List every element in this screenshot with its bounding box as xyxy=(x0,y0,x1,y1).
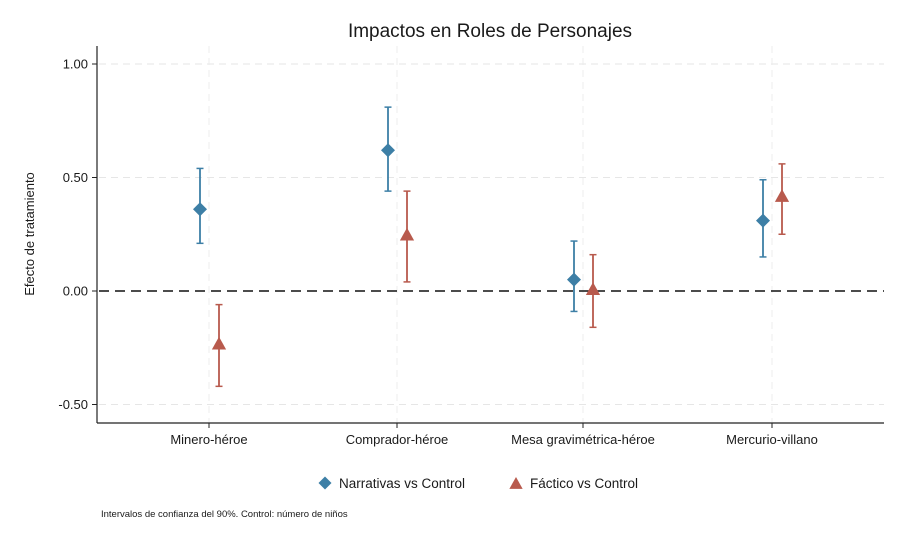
triangle-marker xyxy=(774,189,790,202)
data-marks xyxy=(193,106,790,388)
triangle-marker xyxy=(399,227,415,241)
chart-note: Intervalos de confianza del 90%. Control… xyxy=(101,509,348,520)
x-tick-label: Comprador-héroe xyxy=(346,432,449,447)
y-tick-label: 1.00 xyxy=(63,57,88,72)
series-narrativas xyxy=(193,106,770,313)
y-tick-label: 0.00 xyxy=(63,284,88,299)
diamond-marker xyxy=(381,143,395,158)
diamond-marker xyxy=(756,213,770,228)
legend-label: Fáctico vs Control xyxy=(530,476,638,491)
y-axis-label: Efecto de tratamiento xyxy=(22,172,37,296)
triangle-marker xyxy=(211,336,227,350)
y-tick-label: 0.50 xyxy=(63,170,88,185)
axes xyxy=(96,46,884,424)
x-axis-ticks: Minero-héroe Comprador-héroe Mesa gravimét… xyxy=(170,423,818,447)
triangle-marker xyxy=(585,282,601,295)
series-factico xyxy=(211,163,790,388)
legend: Narrativas vs Control Fáctico vs Control xyxy=(318,476,638,491)
x-tick-label: Mesa gravimétrica-héroe xyxy=(511,432,655,447)
x-tick-label: Mercurio-villano xyxy=(726,432,818,447)
legend-diamond-icon xyxy=(318,476,332,490)
diamond-marker xyxy=(567,272,581,287)
diamond-marker xyxy=(193,202,207,217)
y-axis-ticks: 1.00 0.50 0.00 -0.50 xyxy=(58,57,97,412)
legend-item: Fáctico vs Control xyxy=(509,476,638,491)
chart-title: Impactos en Roles de Personajes xyxy=(348,21,632,42)
legend-item: Narrativas vs Control xyxy=(318,476,465,491)
x-tick-label: Minero-héroe xyxy=(170,432,247,447)
grid xyxy=(99,46,884,423)
legend-triangle-icon xyxy=(509,477,523,489)
legend-label: Narrativas vs Control xyxy=(339,476,465,491)
y-tick-label: -0.50 xyxy=(58,397,88,412)
